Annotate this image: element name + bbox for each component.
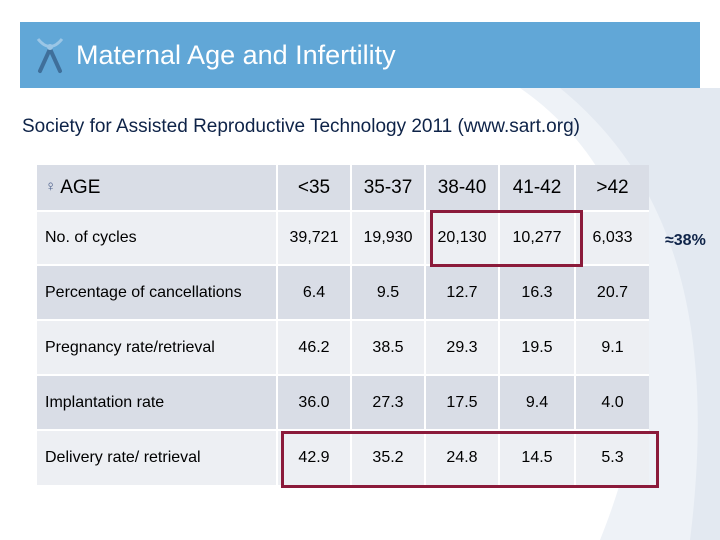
table-cell: 17.5 bbox=[424, 374, 499, 430]
table-row: No. of cycles 39,721 19,930 20,130 10,27… bbox=[37, 210, 649, 265]
row-label: No. of cycles bbox=[37, 210, 277, 265]
column-header: 41-42 bbox=[498, 165, 575, 211]
table-cell: 24.8 bbox=[424, 429, 499, 485]
slide-title: Maternal Age and Infertility bbox=[76, 40, 396, 70]
slide-subtitle: Society for Assisted Reproductive Techno… bbox=[22, 116, 580, 137]
table-cell: 42.9 bbox=[276, 429, 351, 485]
table-cell: 35.2 bbox=[350, 429, 425, 485]
table-cell: 29.3 bbox=[424, 319, 499, 375]
table-cell: 6,033 bbox=[574, 210, 649, 265]
table-cell: 14.5 bbox=[498, 429, 575, 485]
column-header: <35 bbox=[276, 165, 351, 211]
table-cell: 10,277 bbox=[498, 210, 575, 265]
table-cell: 46.2 bbox=[276, 319, 351, 375]
row-label: Percentage of cancellations bbox=[37, 264, 277, 320]
table-cell: 19.5 bbox=[498, 319, 575, 375]
table-cell: 5.3 bbox=[574, 429, 649, 485]
table-row: Pregnancy rate/retrieval 46.2 38.5 29.3 … bbox=[37, 319, 649, 375]
table-cell: 36.0 bbox=[276, 374, 351, 430]
table-cell: 20,130 bbox=[424, 210, 499, 265]
row-label: Implantation rate bbox=[37, 374, 277, 430]
title-banner: Maternal Age and Infertility bbox=[20, 22, 700, 88]
column-header: 38-40 bbox=[424, 165, 499, 211]
table-cell: 27.3 bbox=[350, 374, 425, 430]
column-header: 35-37 bbox=[350, 165, 425, 211]
row-label: Delivery rate/ retrieval bbox=[37, 429, 277, 485]
table-header-row: ♀ AGE <35 35-37 38-40 41-42 >42 bbox=[37, 165, 649, 211]
column-header: >42 bbox=[574, 165, 649, 211]
fertility-logo-icon bbox=[36, 38, 64, 73]
age-outcomes-table: ♀ AGE <35 35-37 38-40 41-42 >42 No. of cy… bbox=[37, 165, 649, 485]
table-cell: 9.4 bbox=[498, 374, 575, 430]
age-header-cell: ♀ AGE bbox=[37, 165, 277, 211]
table-cell: 38.5 bbox=[350, 319, 425, 375]
table-cell: 4.0 bbox=[574, 374, 649, 430]
table-cell: 19,930 bbox=[350, 210, 425, 265]
table-cell: 16.3 bbox=[498, 264, 575, 320]
table-cell: 20.7 bbox=[574, 264, 649, 320]
table-cell: 9.1 bbox=[574, 319, 649, 375]
table-row: Implantation rate 36.0 27.3 17.5 9.4 4.0 bbox=[37, 374, 649, 430]
age-header-label: AGE bbox=[60, 176, 101, 198]
table-cell: 12.7 bbox=[424, 264, 499, 320]
table-row: Delivery rate/ retrieval 42.9 35.2 24.8 … bbox=[37, 429, 649, 485]
table-row: Percentage of cancellations 6.4 9.5 12.7… bbox=[37, 264, 649, 320]
table-cell: 39,721 bbox=[276, 210, 351, 265]
table-cell: 6.4 bbox=[276, 264, 351, 320]
table-cell: 9.5 bbox=[350, 264, 425, 320]
percentage-annotation: ≈38% bbox=[665, 232, 706, 249]
female-symbol-icon: ♀ bbox=[45, 177, 57, 195]
row-label: Pregnancy rate/retrieval bbox=[37, 319, 277, 375]
